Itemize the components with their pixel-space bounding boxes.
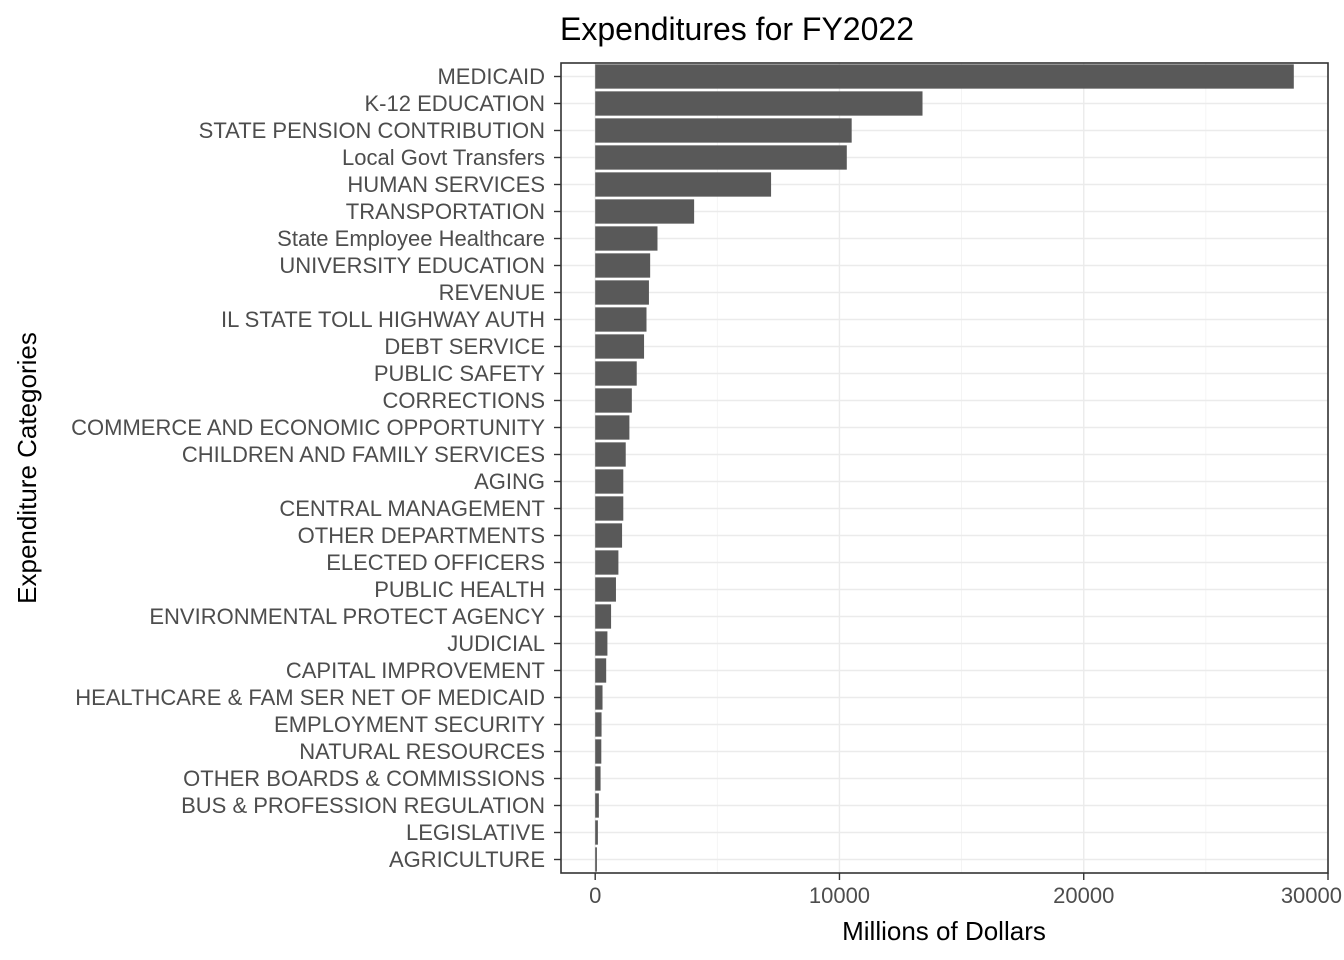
y-tick-label: State Employee Healthcare bbox=[277, 226, 545, 251]
bar bbox=[595, 469, 624, 494]
bar bbox=[595, 118, 852, 143]
y-tick-label: BUS & PROFESSION REGULATION bbox=[181, 793, 545, 818]
y-tick-label: PUBLIC SAFETY bbox=[374, 361, 545, 386]
y-tick-label: REVENUE bbox=[439, 280, 545, 305]
y-tick-label: LEGISLATIVE bbox=[406, 820, 545, 845]
x-tick-label: 20000 bbox=[1053, 883, 1114, 908]
bar bbox=[595, 334, 645, 359]
y-tick-label: CAPITAL IMPROVEMENT bbox=[286, 658, 545, 683]
y-tick-label: TRANSPORTATION bbox=[346, 199, 545, 224]
bar bbox=[595, 523, 623, 548]
bar bbox=[595, 64, 1294, 89]
bar bbox=[595, 658, 607, 683]
bar bbox=[595, 145, 847, 170]
y-tick-label: K-12 EDUCATION bbox=[364, 91, 545, 116]
bar bbox=[595, 361, 637, 386]
y-tick-label: CORRECTIONS bbox=[382, 388, 545, 413]
y-tick-label: MEDICAID bbox=[437, 64, 545, 89]
y-tick-label: OTHER DEPARTMENTS bbox=[298, 523, 545, 548]
y-tick-label: AGING bbox=[474, 469, 545, 494]
bar bbox=[595, 91, 923, 116]
y-tick-label: DEBT SERVICE bbox=[384, 334, 545, 359]
plot-panel bbox=[560, 62, 1329, 874]
bar bbox=[595, 847, 597, 872]
y-tick-label: CENTRAL MANAGEMENT bbox=[279, 496, 545, 521]
bar bbox=[595, 820, 598, 845]
y-tick-label: CHILDREN AND FAMILY SERVICES bbox=[182, 442, 545, 467]
bar bbox=[595, 172, 772, 197]
x-tick-label: 0 bbox=[589, 883, 601, 908]
y-tick-label: HUMAN SERVICES bbox=[347, 172, 545, 197]
y-tick-label: JUDICIAL bbox=[447, 631, 545, 656]
bars bbox=[595, 64, 1294, 872]
chart-title: Expenditures for FY2022 bbox=[560, 11, 914, 47]
y-axis-title: Expenditure Categories bbox=[12, 332, 42, 604]
x-tick-label: 30000 bbox=[1281, 883, 1342, 908]
y-tick-label: Local Govt Transfers bbox=[342, 145, 545, 170]
bar bbox=[595, 766, 601, 791]
bar bbox=[595, 604, 612, 629]
bar bbox=[595, 253, 651, 278]
bar bbox=[595, 388, 632, 413]
y-tick-label: AGRICULTURE bbox=[389, 847, 545, 872]
bar bbox=[595, 307, 647, 332]
bar bbox=[595, 793, 599, 818]
bar bbox=[595, 226, 658, 251]
y-tick-label: EMPLOYMENT SECURITY bbox=[274, 712, 545, 737]
bar bbox=[595, 712, 602, 737]
y-tick-label: HEALTHCARE & FAM SER NET OF MEDICAID bbox=[75, 685, 545, 710]
bar bbox=[595, 415, 630, 440]
y-tick-label: ENVIRONMENTAL PROTECT AGENCY bbox=[149, 604, 545, 629]
bar bbox=[595, 280, 649, 305]
y-tick-label: UNIVERSITY EDUCATION bbox=[279, 253, 545, 278]
bar bbox=[595, 631, 608, 656]
bar bbox=[595, 442, 626, 467]
x-axis-title: Millions of Dollars bbox=[842, 916, 1046, 946]
bar bbox=[595, 577, 616, 602]
y-tick-label: IL STATE TOLL HIGHWAY AUTH bbox=[221, 307, 545, 332]
y-tick-label: COMMERCE AND ECONOMIC OPPORTUNITY bbox=[71, 415, 545, 440]
y-tick-label: ELECTED OFFICERS bbox=[326, 550, 545, 575]
bar bbox=[595, 685, 603, 710]
bar bbox=[595, 496, 624, 521]
y-tick-label: STATE PENSION CONTRIBUTION bbox=[199, 118, 545, 143]
y-tick-label: PUBLIC HEALTH bbox=[374, 577, 545, 602]
bar bbox=[595, 550, 619, 575]
bar bbox=[595, 199, 695, 224]
bar bbox=[595, 739, 602, 764]
x-tick-label: 10000 bbox=[809, 883, 870, 908]
y-tick-label: NATURAL RESOURCES bbox=[299, 739, 545, 764]
x-axis: 0 10000 20000 30000 bbox=[589, 873, 1342, 908]
y-tick-label: OTHER BOARDS & COMMISSIONS bbox=[183, 766, 545, 791]
